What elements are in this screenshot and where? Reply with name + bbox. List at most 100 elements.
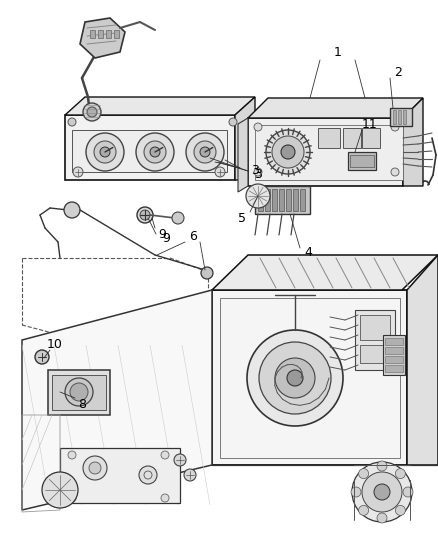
Circle shape bbox=[172, 212, 184, 224]
Bar bbox=[385, 338, 403, 345]
Text: 4: 4 bbox=[304, 246, 312, 259]
Circle shape bbox=[275, 358, 315, 398]
Circle shape bbox=[161, 451, 169, 459]
Circle shape bbox=[194, 141, 216, 163]
Circle shape bbox=[396, 469, 406, 479]
Bar bbox=[258, 189, 263, 211]
Text: 3: 3 bbox=[251, 164, 259, 176]
Circle shape bbox=[150, 147, 160, 157]
Circle shape bbox=[377, 461, 387, 471]
Circle shape bbox=[73, 167, 83, 177]
Bar bbox=[255, 125, 403, 180]
Circle shape bbox=[281, 145, 295, 159]
Bar bbox=[385, 356, 403, 363]
Circle shape bbox=[351, 487, 361, 497]
Text: 3: 3 bbox=[254, 167, 262, 181]
Circle shape bbox=[83, 456, 107, 480]
Bar bbox=[48, 370, 110, 415]
Circle shape bbox=[266, 130, 310, 174]
Circle shape bbox=[86, 133, 124, 171]
Circle shape bbox=[374, 484, 390, 500]
Text: 2: 2 bbox=[394, 66, 402, 78]
Bar bbox=[72, 130, 227, 172]
Circle shape bbox=[396, 505, 406, 515]
Circle shape bbox=[359, 469, 369, 479]
Circle shape bbox=[89, 462, 101, 474]
Bar bbox=[60, 448, 180, 503]
Bar bbox=[403, 110, 406, 124]
Circle shape bbox=[161, 494, 169, 502]
Bar bbox=[220, 298, 400, 458]
Bar bbox=[343, 128, 361, 148]
Polygon shape bbox=[22, 290, 212, 510]
Circle shape bbox=[272, 136, 304, 168]
Circle shape bbox=[215, 167, 225, 177]
Polygon shape bbox=[80, 18, 125, 58]
Circle shape bbox=[246, 184, 270, 208]
Bar bbox=[362, 128, 380, 148]
Bar bbox=[393, 110, 396, 124]
Bar bbox=[52, 375, 106, 410]
Circle shape bbox=[144, 141, 166, 163]
Text: 8: 8 bbox=[78, 399, 86, 411]
Circle shape bbox=[259, 342, 331, 414]
Bar bbox=[293, 189, 298, 211]
Polygon shape bbox=[212, 255, 438, 290]
Polygon shape bbox=[407, 255, 438, 465]
Bar bbox=[383, 335, 405, 375]
Polygon shape bbox=[235, 97, 255, 180]
Bar bbox=[286, 189, 291, 211]
Circle shape bbox=[391, 168, 399, 176]
Circle shape bbox=[65, 378, 93, 406]
Circle shape bbox=[136, 133, 174, 171]
Circle shape bbox=[359, 505, 369, 515]
Bar bbox=[279, 189, 284, 211]
Circle shape bbox=[377, 513, 387, 523]
Bar bbox=[90, 30, 95, 38]
Circle shape bbox=[42, 472, 78, 508]
Circle shape bbox=[68, 451, 76, 459]
Circle shape bbox=[100, 147, 110, 157]
Circle shape bbox=[64, 202, 80, 218]
Circle shape bbox=[68, 118, 76, 126]
Bar bbox=[398, 110, 401, 124]
Circle shape bbox=[247, 330, 343, 426]
Circle shape bbox=[200, 147, 210, 157]
Polygon shape bbox=[238, 118, 248, 192]
Bar bbox=[350, 155, 374, 167]
Circle shape bbox=[186, 133, 224, 171]
Bar bbox=[355, 310, 395, 370]
Circle shape bbox=[83, 103, 101, 121]
Circle shape bbox=[391, 123, 399, 131]
Bar bbox=[212, 290, 407, 465]
Circle shape bbox=[139, 466, 157, 484]
Bar bbox=[255, 186, 310, 214]
Bar bbox=[265, 189, 270, 211]
Polygon shape bbox=[248, 98, 423, 118]
Circle shape bbox=[68, 494, 76, 502]
Bar bbox=[385, 365, 403, 372]
Bar bbox=[318, 128, 340, 148]
Circle shape bbox=[94, 141, 116, 163]
Bar bbox=[65, 115, 235, 180]
Bar bbox=[114, 30, 119, 38]
Circle shape bbox=[229, 118, 237, 126]
Bar bbox=[348, 152, 376, 170]
Polygon shape bbox=[65, 97, 255, 115]
Circle shape bbox=[352, 462, 412, 522]
Text: 10: 10 bbox=[47, 338, 63, 351]
Circle shape bbox=[140, 210, 150, 220]
Circle shape bbox=[87, 107, 97, 117]
Circle shape bbox=[174, 454, 186, 466]
Circle shape bbox=[184, 469, 196, 481]
Text: 9: 9 bbox=[158, 228, 166, 240]
Text: 5: 5 bbox=[238, 212, 246, 224]
Text: 9: 9 bbox=[162, 231, 170, 245]
Circle shape bbox=[35, 350, 49, 364]
Bar bbox=[272, 189, 277, 211]
Circle shape bbox=[287, 370, 303, 386]
Bar bbox=[98, 30, 103, 38]
Text: 6: 6 bbox=[189, 230, 197, 243]
Circle shape bbox=[362, 472, 402, 512]
Circle shape bbox=[137, 207, 153, 223]
